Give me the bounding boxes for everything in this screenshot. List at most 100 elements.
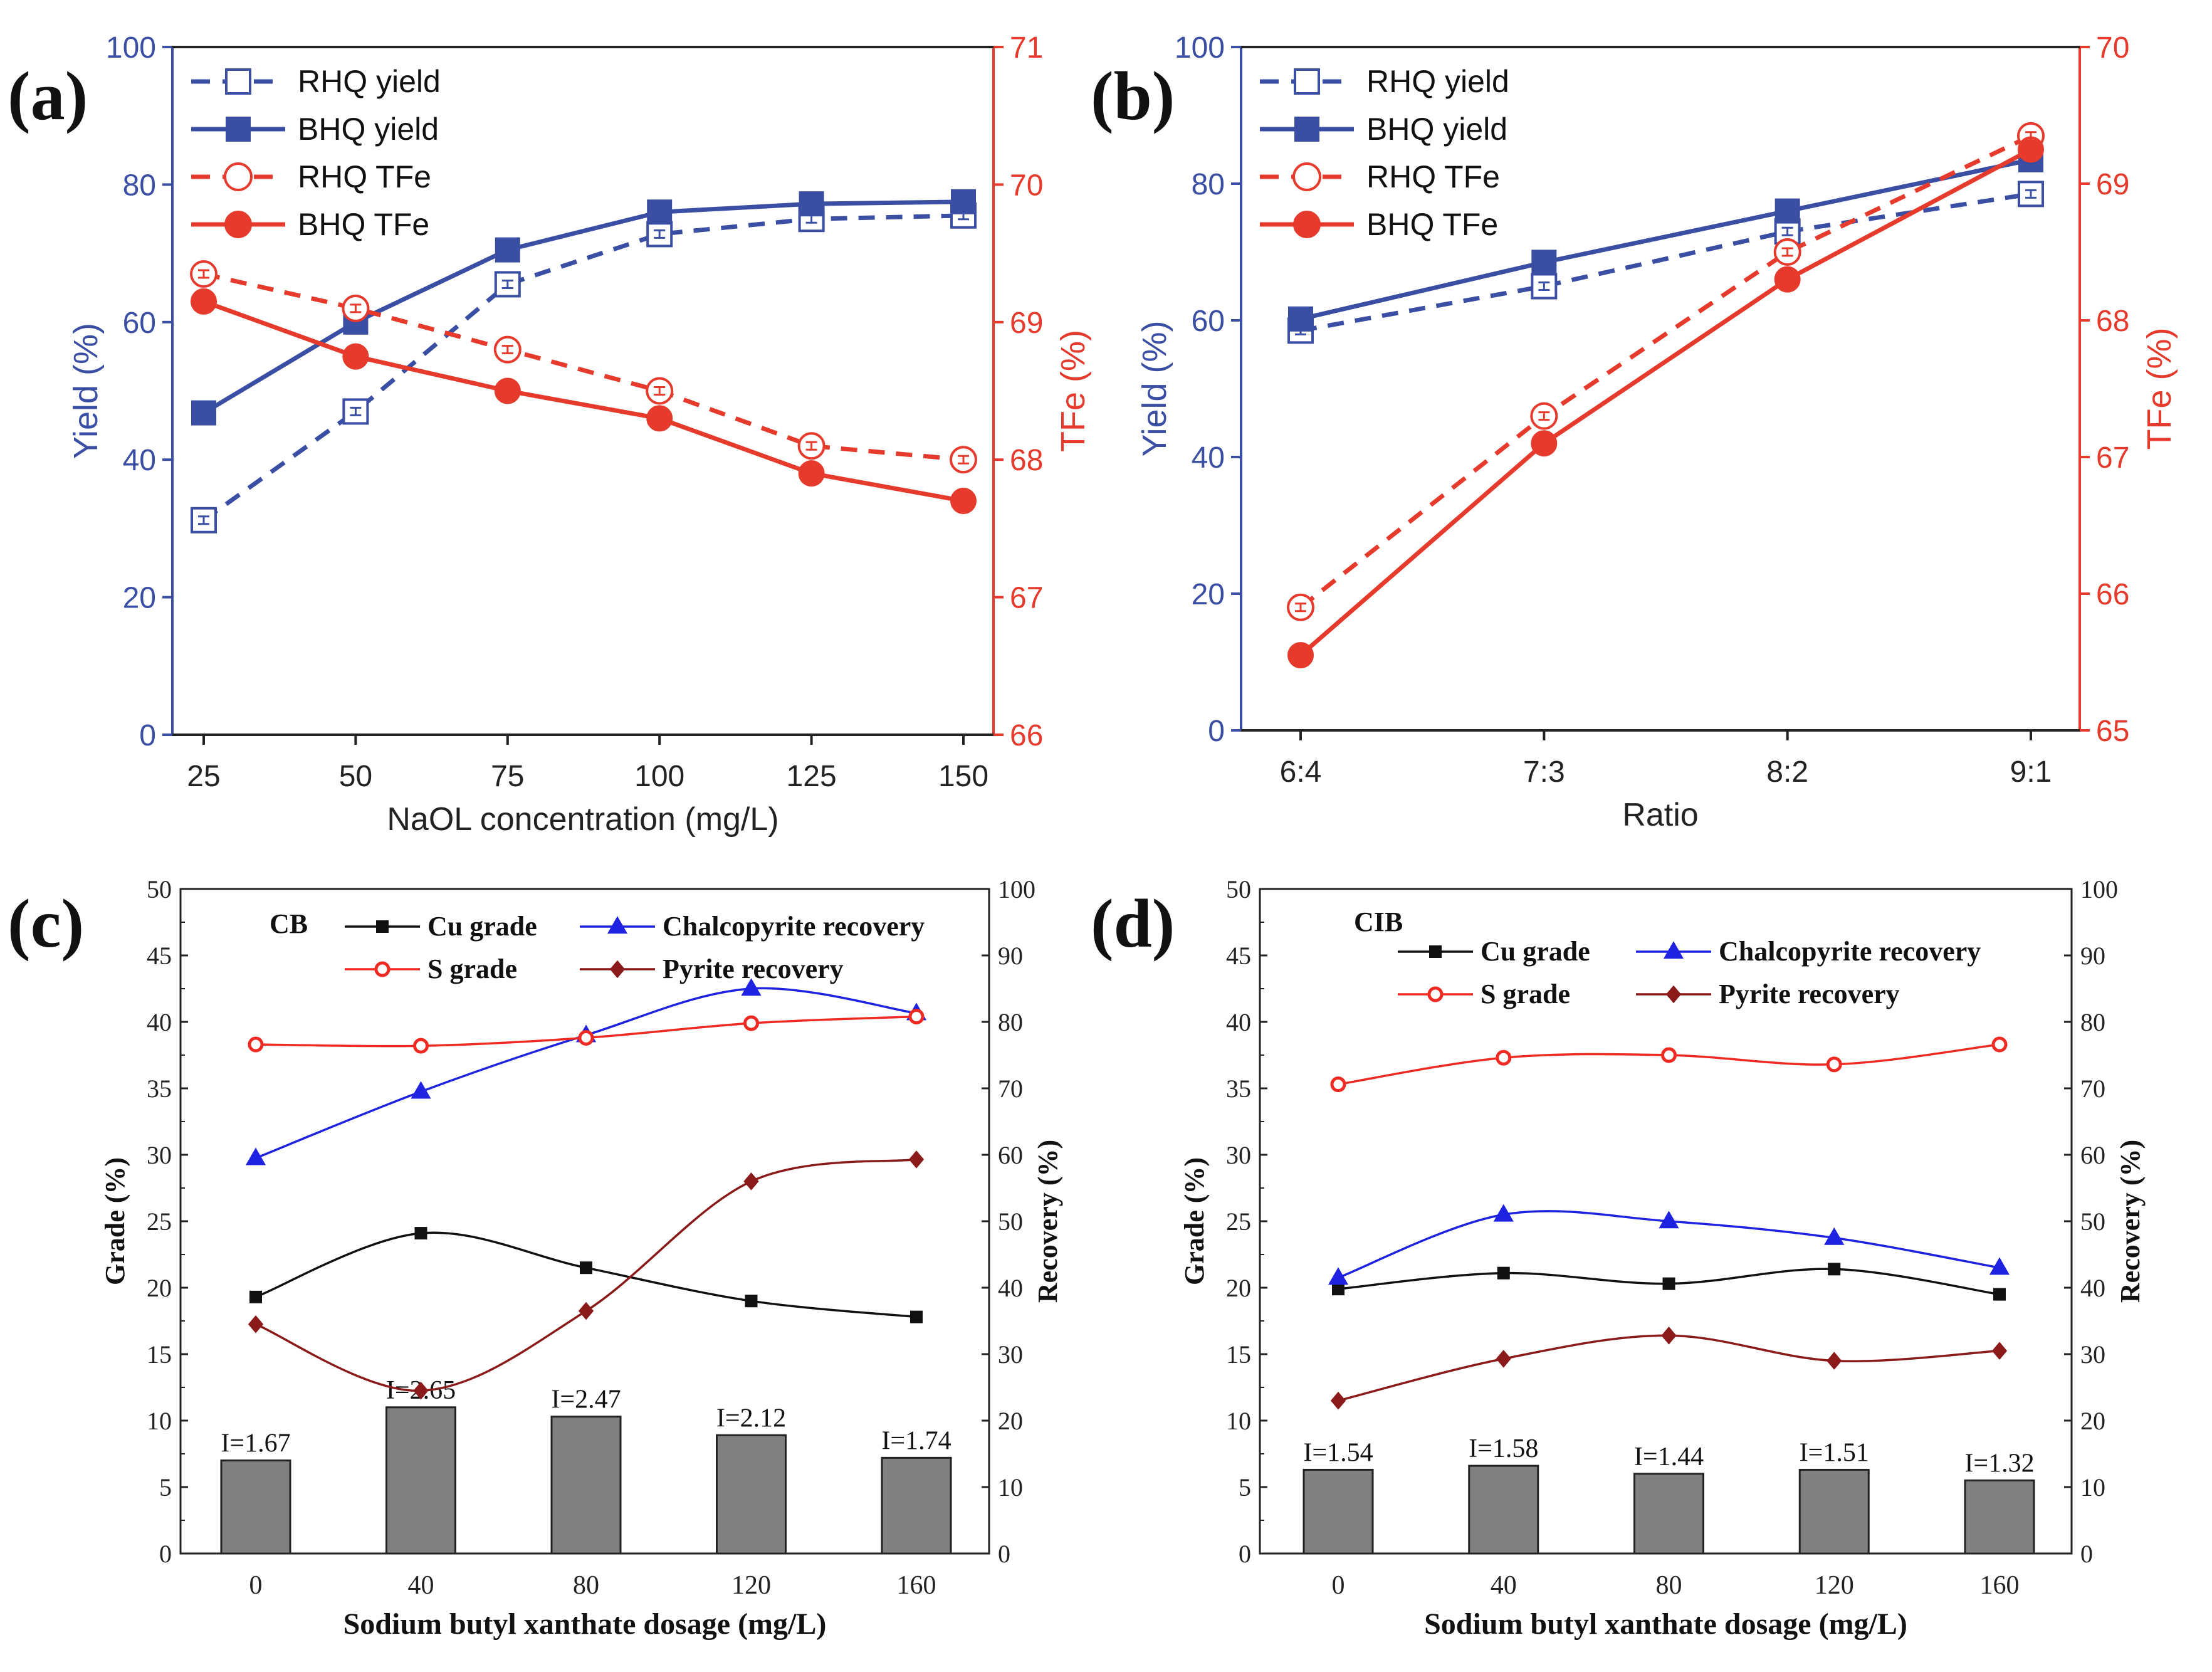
y2tick-label: 40 bbox=[2080, 1274, 2105, 1302]
legend-label: Cu grade bbox=[1481, 936, 1590, 967]
ytick-label: 0 bbox=[1208, 715, 1225, 748]
data-point bbox=[1330, 1076, 1346, 1093]
series-line bbox=[255, 1158, 917, 1392]
data-point bbox=[580, 1261, 592, 1275]
legend-label: BHQ TFe bbox=[1366, 207, 1498, 242]
data-point bbox=[1328, 1267, 1349, 1285]
xtick-label: 100 bbox=[634, 760, 684, 793]
ytick-label: 5 bbox=[159, 1473, 172, 1501]
ytick-label: 0 bbox=[1239, 1540, 1251, 1568]
legend-label: BHQ yield bbox=[1366, 112, 1507, 147]
data-point bbox=[2018, 136, 2044, 163]
ytick-label: 15 bbox=[1226, 1340, 1251, 1369]
data-point bbox=[1288, 306, 1313, 332]
ytick-label: 40 bbox=[147, 1008, 172, 1036]
series-bhq-tfe bbox=[191, 288, 977, 515]
legend-marker bbox=[1663, 941, 1684, 959]
legend-marker bbox=[1427, 986, 1444, 1002]
data-point bbox=[494, 271, 521, 298]
y2tick-label: 68 bbox=[2096, 305, 2129, 338]
xtick-label: 6:4 bbox=[1280, 755, 1322, 789]
ytick-label: 20 bbox=[1192, 578, 1225, 611]
series-line bbox=[203, 271, 964, 462]
panel-d: 0 5 10 15 20 25 30 35 40 45 50 0 10 20 30 40 50 60 70 80 90 1… bbox=[1091, 875, 2146, 1641]
xtick-label: 25 bbox=[187, 760, 220, 793]
data-point bbox=[799, 191, 824, 217]
series-line bbox=[1299, 147, 2032, 657]
series-s-grade bbox=[1330, 1036, 2008, 1093]
legend-label: Chalcopyrite recovery bbox=[663, 911, 925, 942]
y2tick-label: 66 bbox=[2096, 578, 2129, 611]
data-point bbox=[413, 1038, 429, 1054]
legend-label: BHQ TFe bbox=[298, 207, 429, 242]
ytick-label: 15 bbox=[147, 1340, 172, 1369]
y2tick-label: 69 bbox=[2096, 168, 2129, 201]
bar-label: I=1.54 bbox=[1303, 1438, 1373, 1467]
y2tick-label: 100 bbox=[2080, 875, 2118, 903]
series-s-grade bbox=[248, 1009, 925, 1054]
bars: I=1.54 I=1.58 I=1.44 I=1.51 I=1.32 bbox=[1303, 1434, 2035, 1555]
ytick-label: 40 bbox=[1192, 441, 1225, 475]
series-cu-grade bbox=[1332, 1263, 2006, 1301]
legend-marker bbox=[607, 916, 628, 934]
series-bhq-tfe bbox=[1287, 136, 2044, 669]
data-point bbox=[743, 1015, 759, 1031]
ytick-label: 50 bbox=[1226, 875, 1251, 903]
bar bbox=[1798, 1468, 1870, 1555]
xtick-label: 40 bbox=[408, 1571, 434, 1600]
series-line bbox=[202, 299, 964, 503]
legend-label: Chalcopyrite recovery bbox=[1719, 936, 1981, 967]
legend-marker bbox=[224, 162, 253, 191]
bar bbox=[550, 1416, 622, 1555]
data-point bbox=[646, 405, 673, 432]
y2-axis-title: TFe (%) bbox=[2141, 328, 2178, 450]
data-point bbox=[950, 488, 977, 515]
data-point bbox=[411, 1081, 431, 1099]
data-point bbox=[248, 1315, 264, 1333]
data-point bbox=[578, 1029, 594, 1046]
panel-letter: (d) bbox=[1091, 885, 1175, 962]
data-point bbox=[578, 1301, 594, 1320]
bar-label: I=1.67 bbox=[221, 1429, 290, 1458]
ytick-label: 40 bbox=[1226, 1008, 1251, 1036]
ytick-label: 20 bbox=[1226, 1274, 1251, 1302]
y2tick-label: 65 bbox=[2096, 715, 2129, 748]
y-axis-title: Grade (%) bbox=[1179, 1157, 1210, 1285]
data-point bbox=[1496, 1049, 1512, 1066]
legend-marker bbox=[1293, 211, 1321, 238]
y2tick-label: 70 bbox=[1010, 169, 1043, 202]
series-rhq-tfe bbox=[190, 260, 977, 474]
ytick-label: 45 bbox=[147, 942, 172, 970]
data-point bbox=[1661, 1327, 1677, 1345]
data-point bbox=[1828, 1263, 1841, 1276]
data-point bbox=[910, 1310, 923, 1323]
y2tick-label: 90 bbox=[998, 942, 1023, 970]
series-line bbox=[202, 213, 964, 522]
y2tick-label: 20 bbox=[998, 1407, 1023, 1435]
data-point bbox=[249, 1290, 262, 1303]
data-point bbox=[191, 507, 217, 534]
y2tick-label: 60 bbox=[2080, 1141, 2105, 1169]
data-point bbox=[1774, 198, 1800, 224]
legend-marker bbox=[226, 117, 251, 142]
y2tick-label: 100 bbox=[998, 875, 1035, 903]
legend-marker bbox=[1292, 162, 1321, 191]
y2tick-label: 70 bbox=[2096, 31, 2129, 65]
series-line bbox=[255, 987, 917, 1159]
data-point bbox=[1827, 1352, 1842, 1370]
sample-tag: CB bbox=[270, 908, 308, 939]
data-point bbox=[1330, 1391, 1346, 1410]
data-point bbox=[191, 288, 217, 315]
y-axis-title: Yield (%) bbox=[67, 323, 105, 459]
y2tick-label: 10 bbox=[998, 1473, 1023, 1501]
xtick-label: 125 bbox=[787, 760, 837, 793]
data-point bbox=[191, 400, 216, 426]
series-rhq-yield bbox=[1287, 181, 2044, 344]
xtick-label: 7:3 bbox=[1523, 755, 1565, 789]
series-pyrite-recovery bbox=[1330, 1327, 2008, 1410]
y2tick-label: 70 bbox=[998, 1075, 1023, 1103]
ytick-label: 0 bbox=[159, 1540, 172, 1568]
data-point bbox=[743, 1172, 759, 1191]
legend-marker bbox=[609, 960, 626, 979]
xtick-label: 160 bbox=[1980, 1571, 2020, 1600]
